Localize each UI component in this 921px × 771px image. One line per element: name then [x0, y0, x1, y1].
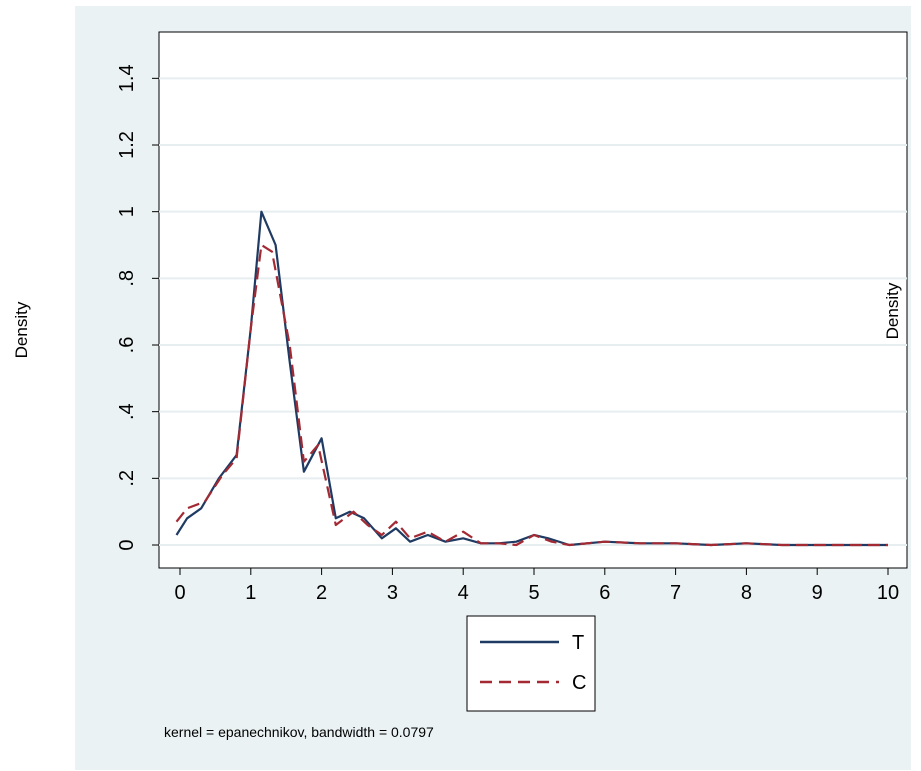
y-axis-label: Density [12, 301, 31, 358]
chart-frame: 0 .2 .4 .6 .8 1 1.2 1.4 0 1 2 3 4 5 6 7 8 9 10 Density T C… [75, 6, 911, 770]
x-tick-label: 1 [245, 582, 256, 604]
x-tick-label: 3 [387, 582, 398, 604]
x-tick-label: 5 [528, 582, 539, 604]
x-tick-label: 6 [599, 582, 610, 604]
x-tick-label: 9 [812, 582, 823, 604]
series-line-c [175, 243, 888, 547]
y-tick-label: .2 [116, 470, 138, 487]
legend-label-t: T [572, 632, 584, 654]
x-tick-label: 10 [877, 582, 899, 604]
chart-svg: 0 .2 .4 .6 .8 1 1.2 1.4 0 1 2 3 4 5 6 7 8 9 10 Density T C… [116, 31, 908, 740]
series-line-t [175, 210, 888, 547]
kernel-note: kernel = epanechnikov, bandwidth = 0.079… [164, 724, 434, 740]
legend-box [466, 615, 596, 712]
y-tick-label: 0 [116, 539, 138, 550]
x-tick-label: 7 [670, 582, 681, 604]
x-tick-label: 8 [741, 582, 752, 604]
legend: T C [466, 615, 596, 712]
plot-area [158, 31, 908, 569]
y-tick-label: .6 [116, 337, 138, 354]
x-tick-label: 0 [174, 582, 185, 604]
y-tick-label: 1 [116, 206, 138, 217]
y-axis-label-container: Density [4, 230, 34, 430]
x-tick-label: 2 [316, 582, 327, 604]
y-tick-label: 1.2 [116, 131, 138, 159]
grid-layer [159, 77, 907, 546]
legend-label-c: C [572, 672, 586, 694]
y-tick-label: .4 [116, 403, 138, 420]
series-layer [175, 210, 888, 547]
axes-layer: 0 .2 .4 .6 .8 1 1.2 1.4 0 1 2 3 4 5 6 7 8 9 10 [116, 64, 899, 604]
y-tick-label: .8 [116, 270, 138, 287]
y-axis-label-right: Density [883, 282, 902, 339]
x-tick-label: 4 [458, 582, 469, 604]
y-tick-label: 1.4 [116, 64, 138, 92]
